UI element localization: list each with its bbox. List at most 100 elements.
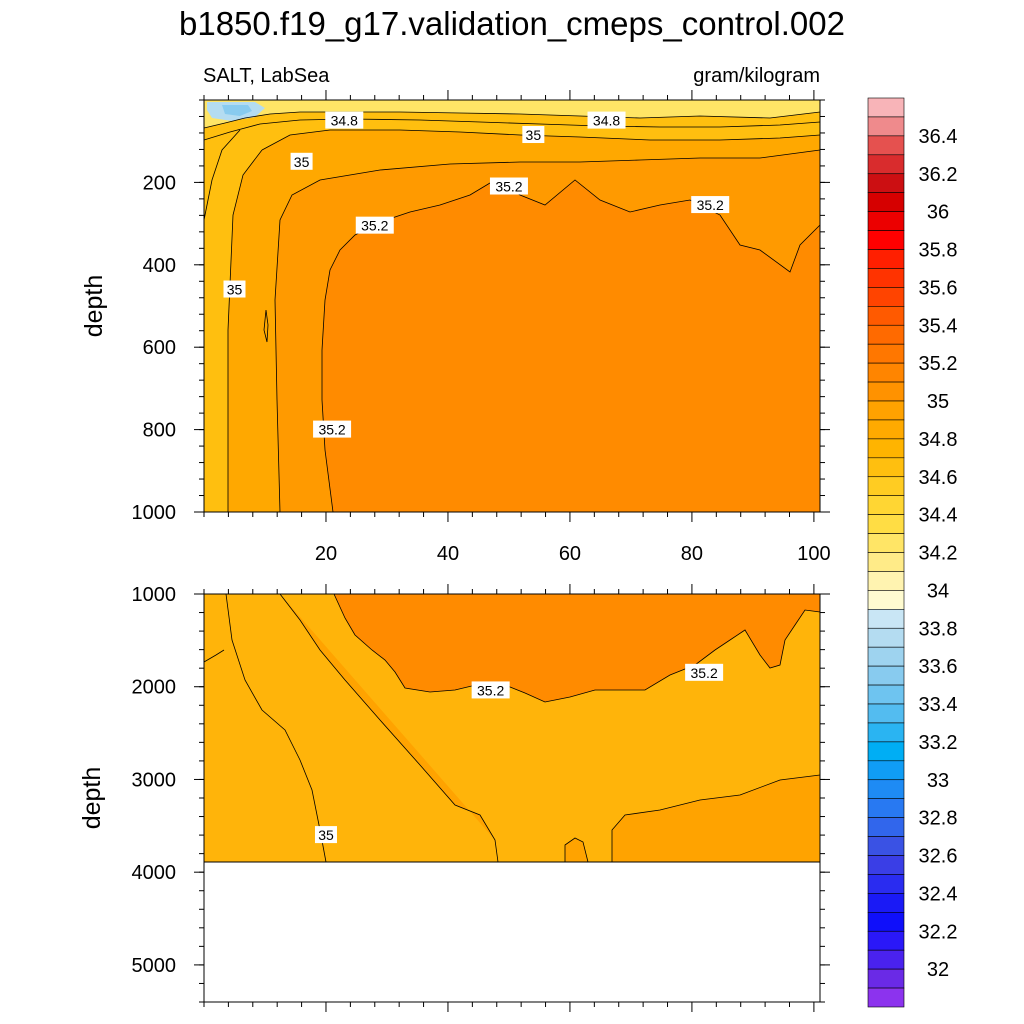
upper-ticks — [194, 90, 830, 522]
colorbar-label: 32.2 — [919, 921, 958, 943]
lower-y-tick-label: 1000 — [132, 584, 177, 606]
colorbar-box — [867, 514, 905, 534]
right-subtitle: gram/kilogram — [693, 65, 820, 87]
colorbar-box — [867, 249, 905, 269]
colorbar-box — [867, 97, 905, 118]
colorbar: 36.4 36.2 36 35.8 35.6 35.4 35.2 35 34.8 34.6 34.4… — [867, 97, 958, 1008]
colorbar-box — [867, 968, 905, 989]
upper-band-35 — [275, 150, 820, 512]
colorbar-label: 35 — [927, 391, 949, 413]
colorbar-box — [867, 192, 905, 212]
colorbar-label: 34.6 — [919, 467, 958, 489]
colorbar-box — [867, 646, 905, 667]
upper-contour-label: 35.2 — [361, 218, 388, 234]
colorbar-box — [867, 343, 905, 364]
upper-contour-eddy — [263, 309, 269, 343]
colorbar-label: 33.4 — [919, 694, 958, 716]
colorbar-box — [867, 893, 905, 913]
colorbar-label: 35.2 — [919, 353, 958, 375]
upper-contour-label: 35.2 — [495, 179, 522, 195]
lower-contour-label-box — [471, 681, 510, 699]
upper-contour-label: 35 — [526, 127, 542, 143]
colorbar-boxes — [867, 97, 905, 1008]
x-tick-label: 100 — [797, 543, 830, 565]
colorbar-box — [867, 741, 905, 762]
upper-contour-label: 35.2 — [318, 422, 345, 438]
colorbar-box — [867, 287, 905, 307]
upper-y-tick-label: 200 — [143, 172, 176, 194]
colorbar-box — [867, 438, 905, 459]
colorbar-box — [867, 817, 905, 837]
colorbar-box — [867, 135, 905, 156]
upper-contour-surface-1 — [203, 111, 821, 129]
colorbar-label: 32 — [927, 959, 949, 981]
colorbar-label: 36 — [927, 202, 949, 224]
colorbar-box — [867, 779, 905, 799]
lower-contour-35-bump — [564, 837, 589, 863]
chart-title: b1850.f19_g17.validation_cmeps_control.0… — [179, 5, 845, 42]
colorbar-label: 33.2 — [919, 732, 958, 754]
upper-contour-label-box — [522, 126, 545, 144]
colorbar-label: 35.8 — [919, 240, 958, 262]
upper-y-tick-labels: 200 400 600 800 1000 — [132, 172, 177, 524]
upper-contour-label-box — [325, 111, 364, 129]
upper-y-tick-label: 1000 — [132, 502, 177, 524]
lower-contour-wall — [203, 649, 225, 663]
lower-contour-label: 35.2 — [477, 682, 504, 698]
colorbar-label: 33 — [927, 770, 949, 792]
colorbar-labels: 36.4 36.2 36 35.8 35.6 35.4 35.2 35 34.8 34.6 34.4… — [919, 126, 958, 981]
lower-contour-label: 35 — [318, 827, 334, 843]
upper-contour-label: 35.2 — [697, 197, 724, 213]
lower-contour-labels: 35.2 35.2 35 — [314, 663, 724, 844]
upper-contour-label-box — [223, 280, 246, 298]
colorbar-box — [867, 874, 905, 894]
colorbar-label: 32.8 — [919, 808, 958, 830]
upper-contour-wall — [203, 129, 241, 221]
colorbar-label: 34.2 — [919, 543, 958, 565]
colorbar-box — [867, 949, 905, 970]
lower-contour-lines — [203, 593, 821, 863]
x-tick-label: 20 — [315, 543, 337, 565]
colorbar-box — [867, 211, 905, 231]
colorbar-label: 33.6 — [919, 656, 958, 678]
colorbar-box — [867, 154, 905, 175]
lower-y-tick-label: 4000 — [132, 862, 177, 884]
colorbar-box — [867, 930, 905, 951]
upper-contour-surface-2 — [203, 118, 821, 141]
colorbar-box — [867, 684, 905, 705]
x-tick-label: 40 — [437, 543, 459, 565]
left-subtitle: SALT, LabSea — [203, 65, 330, 87]
upper-y-tick-label: 600 — [143, 337, 176, 359]
lower-contour-label-box — [685, 663, 724, 681]
colorbar-box — [867, 722, 905, 743]
upper-contour-35-b — [274, 149, 821, 513]
upper-contour-label-box — [290, 152, 313, 170]
lower-y-tick-label: 2000 — [132, 677, 177, 699]
upper-fresh-cap — [204, 100, 820, 128]
colorbar-label: 34.4 — [919, 505, 958, 527]
lower-panel: 35.2 35.2 35 depth — [78, 584, 830, 1012]
lower-band-35-2 — [334, 594, 820, 702]
colorbar-box — [867, 552, 905, 572]
colorbar-label: 32.4 — [919, 883, 958, 905]
lower-y-tick-labels: 1000 2000 3000 4000 5000 — [132, 584, 177, 977]
colorbar-box — [867, 495, 905, 515]
lower-y-tick-label: 3000 — [132, 769, 177, 791]
lower-contour-35 — [279, 593, 499, 863]
colorbar-box — [867, 400, 905, 421]
colorbar-box — [867, 457, 905, 478]
colorbar-label: 32.6 — [919, 846, 958, 868]
x-tick-label: 60 — [559, 543, 581, 565]
upper-band-34-6 — [204, 100, 820, 512]
upper-contour-lines — [203, 111, 821, 513]
colorbar-box — [867, 987, 905, 1008]
colorbar-label: 36.2 — [919, 164, 958, 186]
upper-y-tick-label: 800 — [143, 420, 176, 442]
colorbar-box — [867, 419, 905, 440]
lower-contour-35-east — [611, 774, 821, 862]
upper-plot-frame — [203, 99, 821, 513]
upper-contour-label: 34.8 — [593, 113, 620, 129]
upper-contour-label-box — [587, 111, 626, 129]
lower-contour-35-2 — [333, 593, 821, 703]
colorbar-label: 34.8 — [919, 429, 958, 451]
